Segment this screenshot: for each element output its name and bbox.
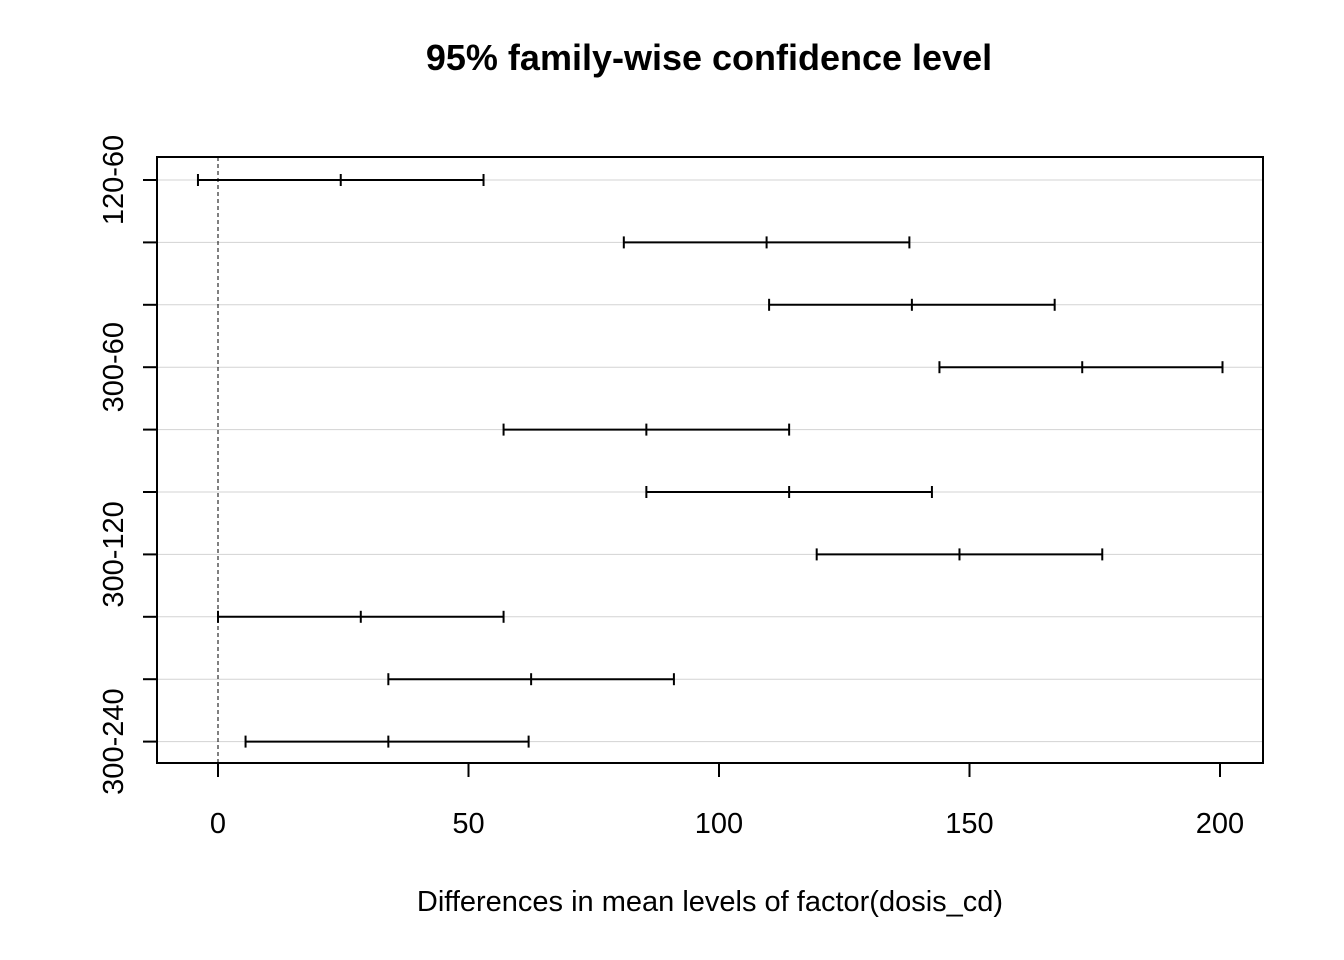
interval-layer bbox=[196, 174, 1224, 748]
x-tick-label: 200 bbox=[1196, 808, 1244, 840]
y-tick-label: 300-120 bbox=[98, 501, 130, 607]
interval-5 bbox=[502, 423, 791, 436]
y-tick-label: 300-60 bbox=[98, 322, 130, 412]
x-tick-label: 150 bbox=[945, 808, 993, 840]
grid-layer bbox=[157, 179, 1263, 743]
interval-3 bbox=[768, 298, 1056, 311]
y-axis: 120-60 300-60 300-120 300-240 bbox=[98, 135, 157, 795]
interval-4 bbox=[938, 361, 1224, 374]
interval-6 bbox=[645, 486, 933, 498]
interval-1 bbox=[196, 174, 485, 186]
interval-8 bbox=[217, 610, 505, 623]
plot-frame bbox=[156, 156, 1264, 764]
interval-7 bbox=[815, 548, 1104, 561]
x-tick-label: 100 bbox=[695, 808, 743, 840]
interval-10 bbox=[244, 735, 530, 748]
x-tick-label: 0 bbox=[210, 808, 226, 840]
interval-9 bbox=[387, 673, 675, 686]
y-tick-label: 120-60 bbox=[98, 135, 130, 225]
interval-2 bbox=[622, 236, 911, 249]
chart-title: 95% family-wise confidence level bbox=[426, 37, 992, 78]
x-tick-label: 50 bbox=[452, 808, 484, 840]
x-axis-label: Differences in mean levels of factor(dos… bbox=[417, 886, 1003, 918]
x-axis: 0 50 100 150 200 bbox=[210, 763, 1244, 840]
y-tick-label: 300-240 bbox=[98, 688, 130, 794]
